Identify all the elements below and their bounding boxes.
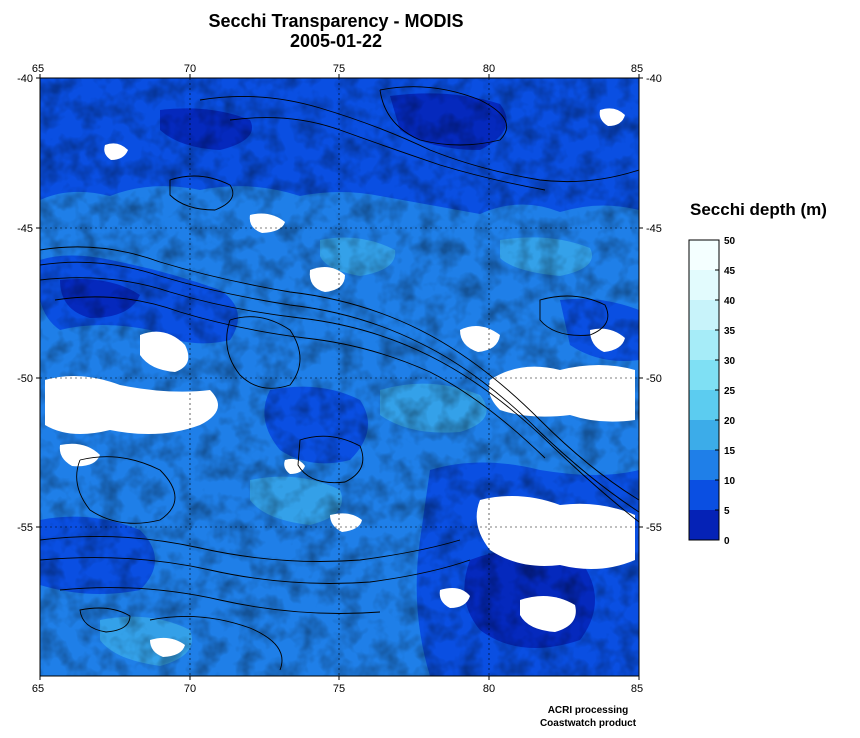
colorbar-tick-label: 20 [724, 416, 736, 427]
colorbar-tick-label: 25 [724, 386, 736, 397]
lat-tick-left-55: -55 [17, 522, 33, 534]
lon-tick-top-70: 70 [184, 63, 196, 75]
colorbar-swatch [689, 360, 719, 391]
colorbar-swatch [689, 270, 719, 301]
cloud-mask-patches [45, 108, 635, 657]
credit-processing: ACRI processing [548, 705, 629, 716]
lon-tick-bottom-70: 70 [184, 683, 196, 695]
colorbar-tick-label: 50 [724, 236, 736, 247]
colorbar-tick-label: 30 [724, 356, 736, 367]
lat-tick-left-50: -50 [17, 373, 33, 385]
lon-tick-bottom-75: 75 [333, 683, 345, 695]
map-panel [40, 78, 639, 676]
colorbar-swatch [689, 330, 719, 361]
colorbar-swatch [689, 300, 719, 331]
lat-tick-right-45: -45 [646, 223, 662, 235]
colorbar-swatch [689, 240, 719, 271]
lat-tick-left-40: -40 [17, 73, 33, 85]
colorbar-tick-label: 10 [724, 476, 736, 487]
lat-tick-left-45: -45 [17, 223, 33, 235]
colorbar-swatch [689, 390, 719, 421]
colorbar-swatch [689, 480, 719, 511]
colorbar-tick-label: 35 [724, 326, 736, 337]
colorbar-swatch [689, 420, 719, 451]
colorbar-tick-label: 40 [724, 296, 736, 307]
colorbar-swatch [689, 450, 719, 481]
lat-tick-right-50: -50 [646, 373, 662, 385]
colorbar-swatch [689, 510, 719, 541]
colorbar-tick-label: 5 [724, 506, 730, 517]
colorbar-title: Secchi depth (m) [690, 200, 827, 219]
colorbar [689, 240, 719, 541]
colorbar-tick-label: 15 [724, 446, 736, 457]
lat-tick-right-40: -40 [646, 73, 662, 85]
credit-product: Coastwatch product [540, 718, 637, 729]
lon-tick-top-80: 80 [483, 63, 495, 75]
bathymetry-contours [40, 86, 639, 671]
lon-tick-top-65: 65 [32, 63, 44, 75]
lat-tick-right-55: -55 [646, 522, 662, 534]
lon-tick-top-85: 85 [631, 63, 643, 75]
lon-tick-bottom-80: 80 [483, 683, 495, 695]
map-title: Secchi Transparency - MODIS [208, 11, 463, 31]
tick-marks [36, 74, 643, 680]
lon-tick-top-75: 75 [333, 63, 345, 75]
colorbar-tick-label: 0 [724, 536, 730, 547]
lon-tick-bottom-65: 65 [32, 683, 44, 695]
map-subtitle: 2005-01-22 [290, 31, 382, 51]
colorbar-tick-label: 45 [724, 266, 736, 277]
lon-tick-bottom-85: 85 [631, 683, 643, 695]
